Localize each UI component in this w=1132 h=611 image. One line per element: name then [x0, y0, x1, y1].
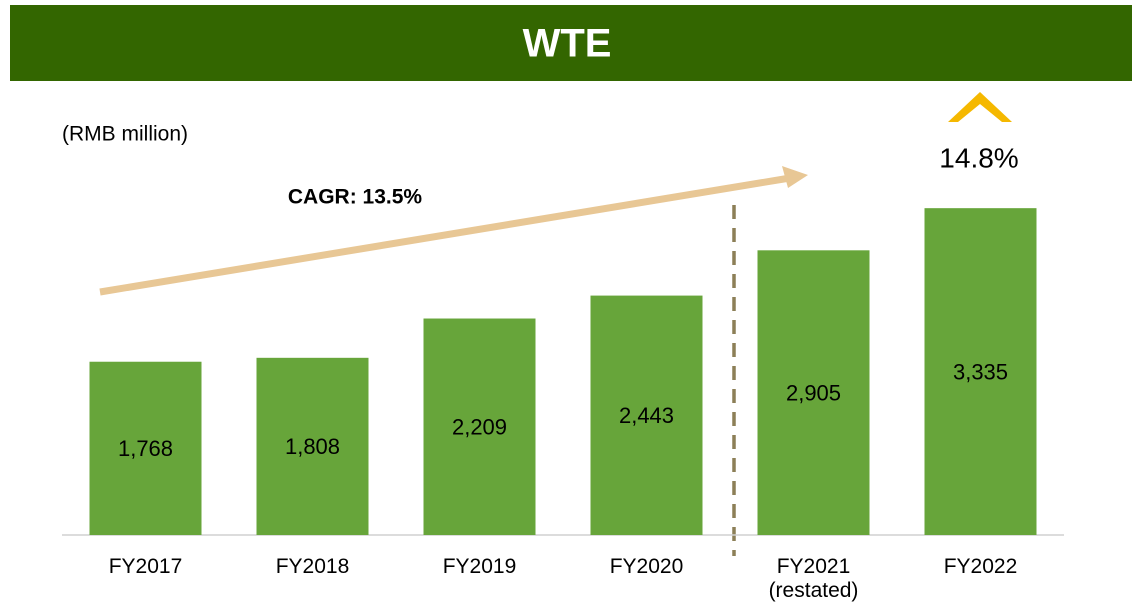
- value-label: 2,905: [786, 380, 841, 405]
- x-tick-label: FY2020: [609, 555, 684, 578]
- up-chevron: [948, 92, 1012, 122]
- value-label: 2,209: [452, 415, 507, 440]
- bar: [757, 250, 870, 535]
- x-tick-label: FY2019: [442, 555, 517, 578]
- cagr-arrow: [99, 174, 791, 296]
- bar: [256, 357, 369, 535]
- unit-label: (RMB million): [62, 123, 188, 146]
- bar: [423, 318, 536, 535]
- x-tick-label: FY2021 (restated): [768, 555, 859, 602]
- chart-title: WTE: [523, 22, 612, 66]
- growth-label: 14.8%: [939, 142, 1018, 173]
- bar: [924, 208, 1037, 536]
- x-tick-label: FY2022: [943, 555, 1018, 578]
- bar: [89, 361, 202, 535]
- cagr-arrow-head: [782, 166, 808, 188]
- cagr-label: CAGR: 13.5%: [288, 186, 423, 209]
- header-bar: [10, 5, 1132, 81]
- bar: [590, 295, 703, 535]
- value-label: 3,335: [953, 359, 1008, 384]
- value-label: 2,443: [619, 403, 674, 428]
- value-label: 1,768: [118, 436, 173, 461]
- value-label: 1,808: [285, 434, 340, 459]
- x-tick-label: FY2017: [108, 555, 183, 578]
- x-tick-label: FY2018: [275, 555, 350, 578]
